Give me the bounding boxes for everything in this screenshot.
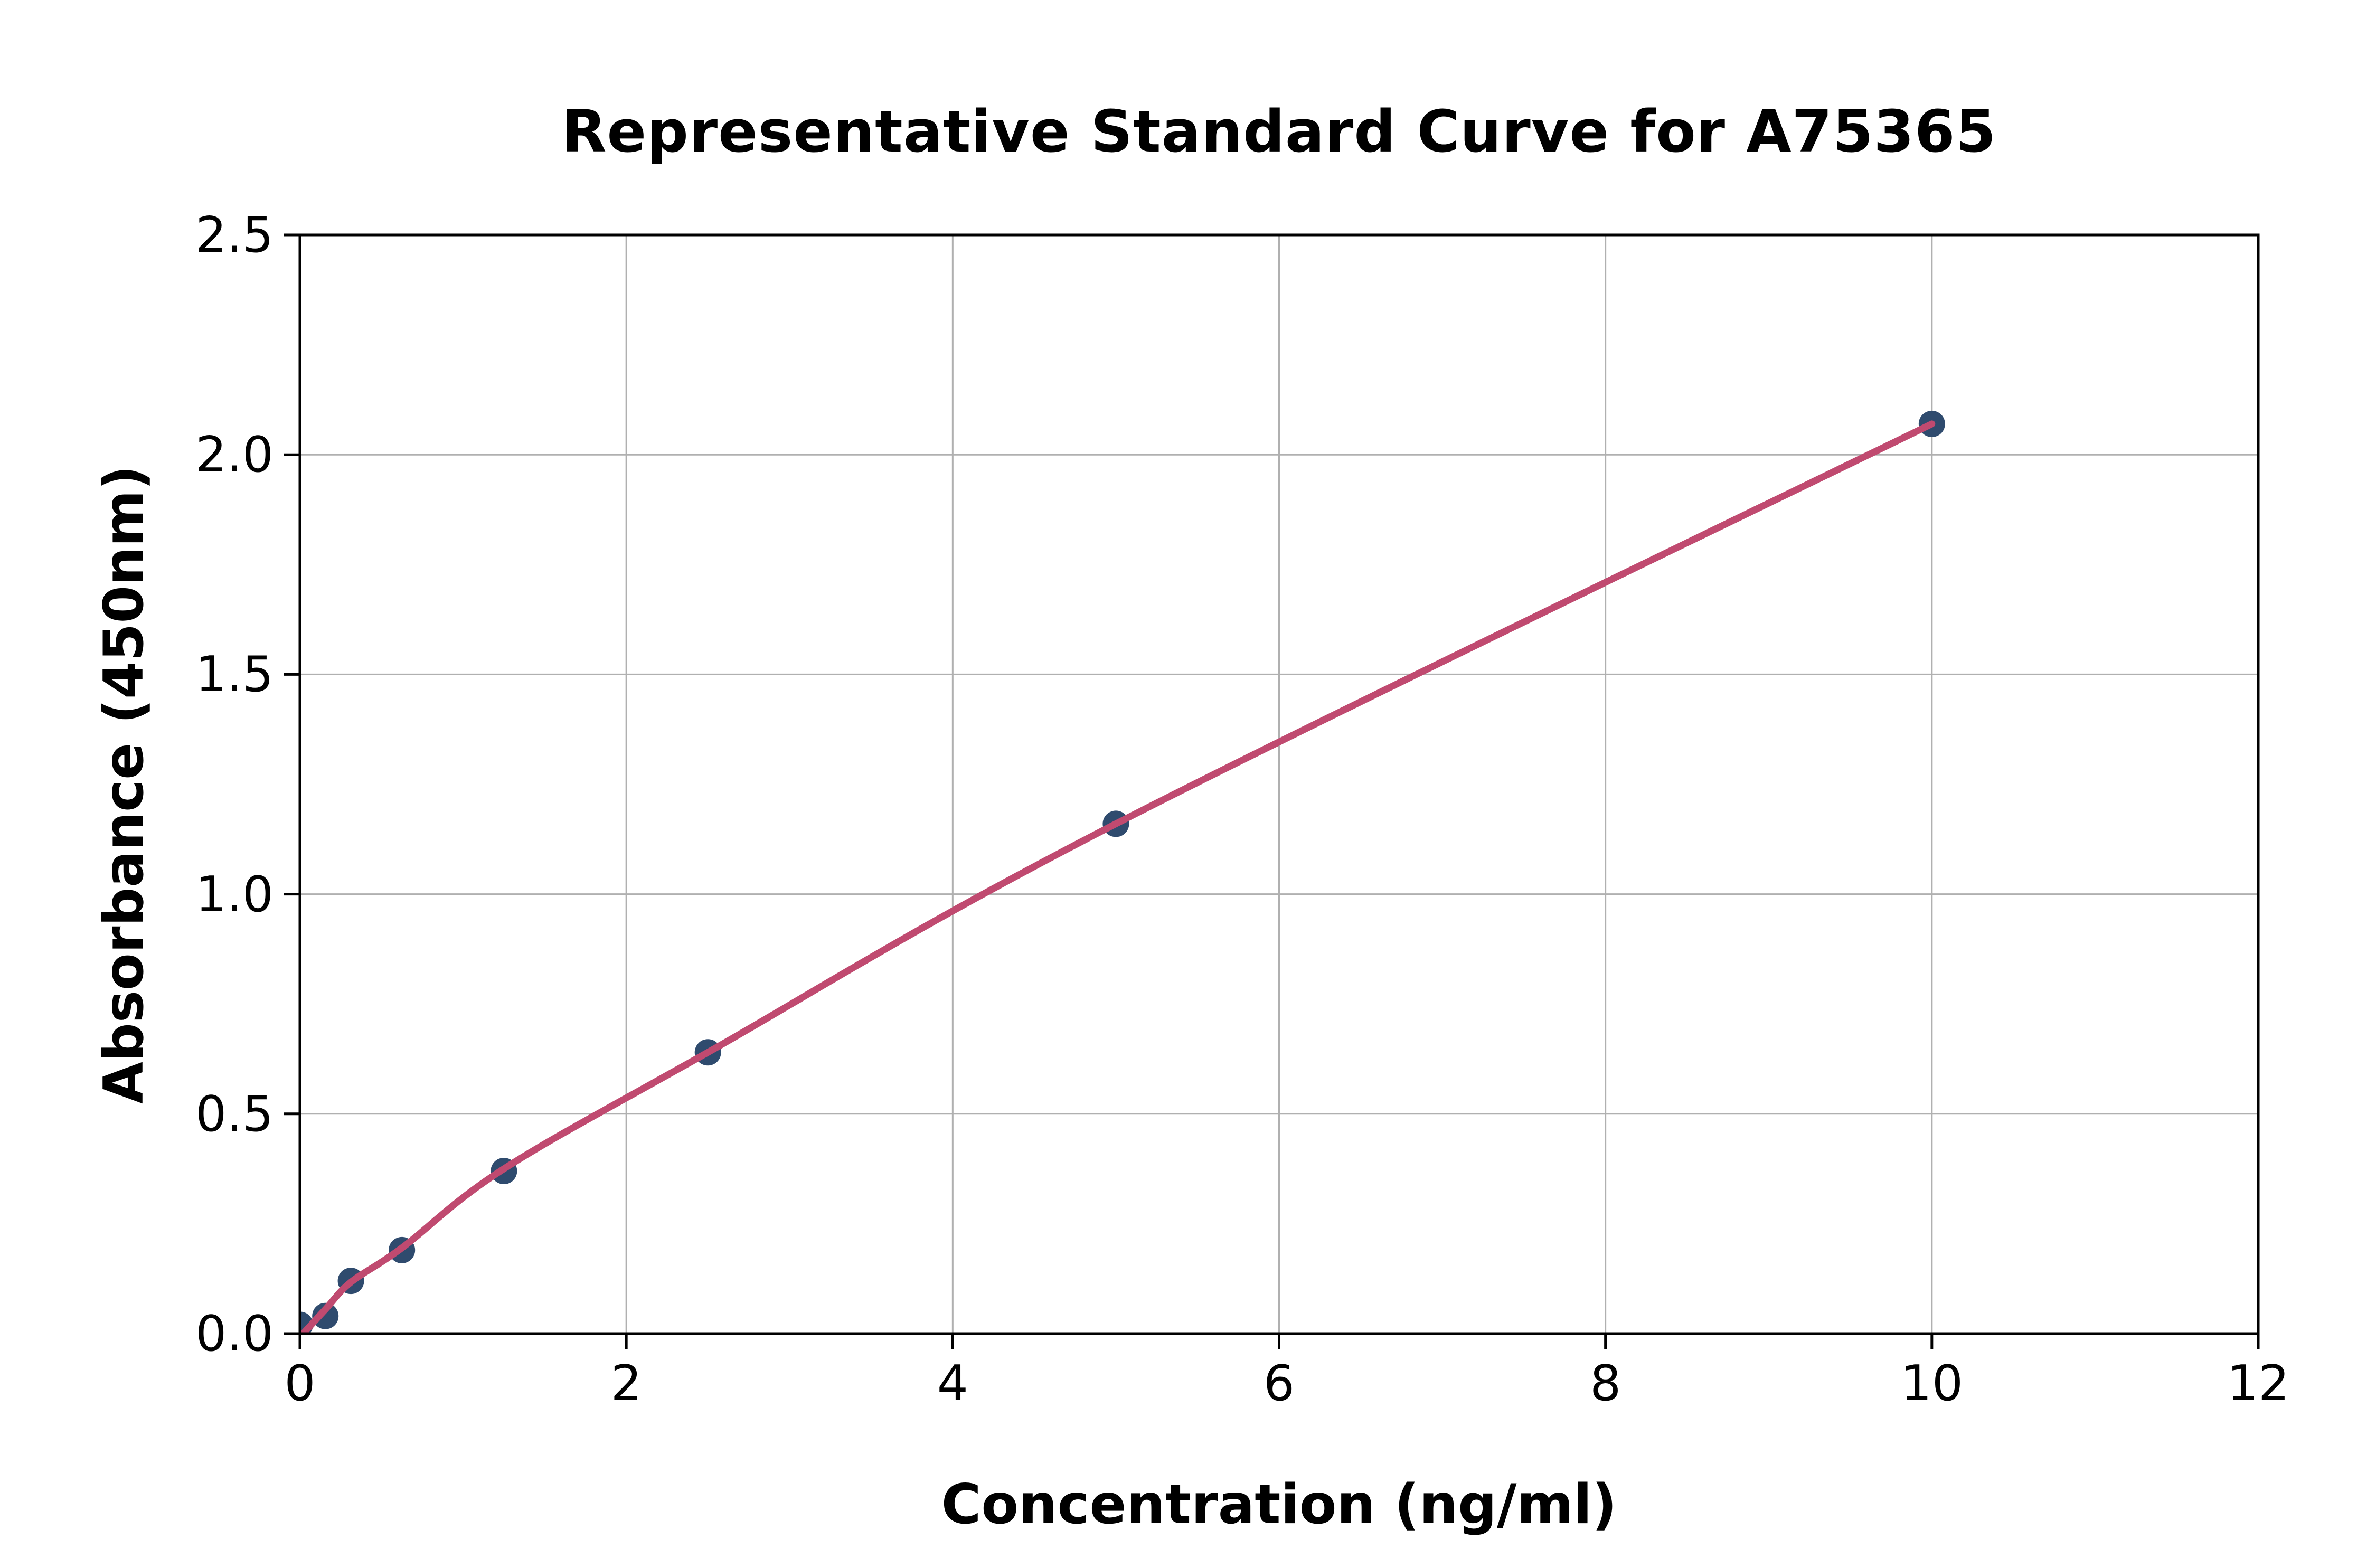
chart-title: Representative Standard Curve for A75365 bbox=[561, 98, 1997, 165]
x-tick-label: 6 bbox=[1263, 1355, 1295, 1412]
x-tick-label: 8 bbox=[1590, 1355, 1621, 1412]
y-tick-label: 0.5 bbox=[195, 1085, 274, 1142]
fit-curve-line bbox=[300, 420, 1936, 1334]
y-tick-label: 1.0 bbox=[195, 865, 274, 923]
data-point-marker bbox=[312, 1302, 339, 1329]
x-tick-label: 2 bbox=[610, 1355, 642, 1412]
x-tick-label: 10 bbox=[1900, 1355, 1963, 1412]
y-tick-label: 2.0 bbox=[195, 426, 274, 484]
x-tick-label: 4 bbox=[937, 1355, 968, 1412]
plot-frame bbox=[298, 233, 2260, 1335]
x-tick-label: 12 bbox=[2227, 1355, 2290, 1412]
y-tick-label: 0.0 bbox=[195, 1305, 274, 1362]
x-axis-label: Concentration (ng/ml) bbox=[941, 1473, 1617, 1536]
x-tick-label: 0 bbox=[284, 1355, 316, 1412]
y-axis-label: Absorbance (450nm) bbox=[92, 465, 156, 1104]
y-tick-label: 2.5 bbox=[195, 206, 274, 263]
y-tick-label: 1.5 bbox=[195, 646, 274, 703]
